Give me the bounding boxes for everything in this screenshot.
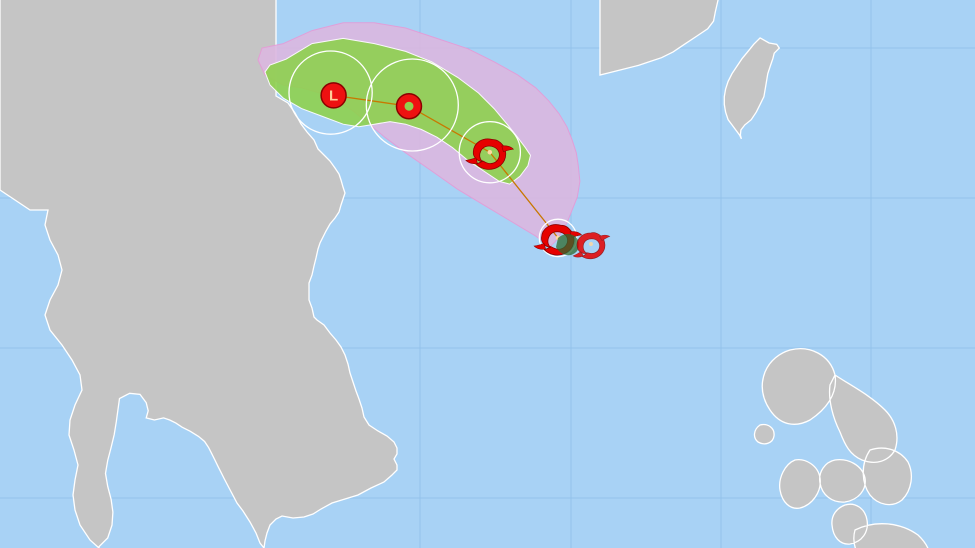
svg-text:L: L (329, 88, 338, 105)
